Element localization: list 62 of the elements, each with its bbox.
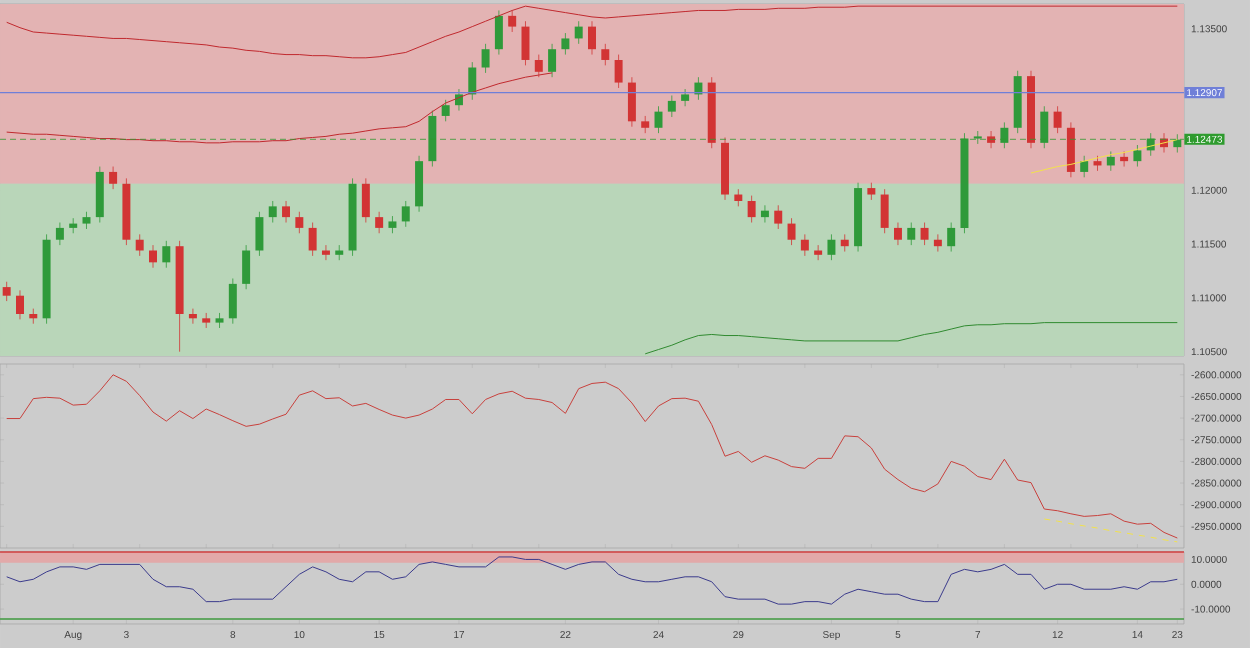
candlestick [893,222,902,246]
candlestick [29,308,38,325]
candlestick [415,155,424,213]
candlestick [787,217,796,246]
candlestick [188,308,197,325]
candlestick [361,177,370,223]
candlestick [627,76,636,128]
candlestick [441,99,450,122]
candlestick [494,10,503,55]
candlestick [827,233,836,261]
candlestick [601,43,610,66]
candlestick [907,222,916,246]
candlestick [561,32,570,55]
candlestick [747,195,756,223]
candlestick [760,204,769,223]
candlestick [135,233,144,257]
candlestick [109,166,118,190]
candlestick [481,43,490,74]
candlestick [95,166,104,223]
candlestick [375,211,384,234]
candlestick [1080,155,1089,178]
candlestick [774,204,783,230]
candlestick [1066,122,1075,178]
candlestick [548,43,557,78]
candlestick [1133,144,1142,167]
line-series [1043,518,1178,543]
candlestick [335,244,344,261]
candlestick [588,20,596,55]
candlestick [987,130,996,149]
candlestick [880,188,889,234]
candlestick [282,200,291,223]
line-series [6,374,1178,539]
candlestick [149,244,157,269]
candlestick [1053,105,1062,134]
candlestick [681,88,690,107]
candlestick [242,244,251,290]
candlestick [2,281,11,302]
candlestick [55,222,64,246]
candlestick [814,244,823,261]
candlestick [228,278,237,325]
candlestick [614,54,623,89]
candlestick [1120,151,1129,167]
candlestick [521,20,530,66]
candlestick [667,95,676,118]
candlestick [1106,151,1115,172]
candlestick [574,20,583,45]
candlestick [920,222,929,246]
candlestick [308,222,317,257]
candlestick [15,289,24,320]
candlestick [468,61,477,101]
candlestick [508,10,517,33]
candlestick [162,240,171,269]
candlestick [268,200,277,223]
candlestick [534,54,543,78]
candlestick [321,244,330,261]
candlestick [69,217,78,234]
candlestick [401,200,410,228]
candlestick [800,233,809,257]
candlestick [947,222,956,252]
candlestick [933,233,942,252]
candlestick [255,211,264,257]
candlestick [295,211,304,234]
